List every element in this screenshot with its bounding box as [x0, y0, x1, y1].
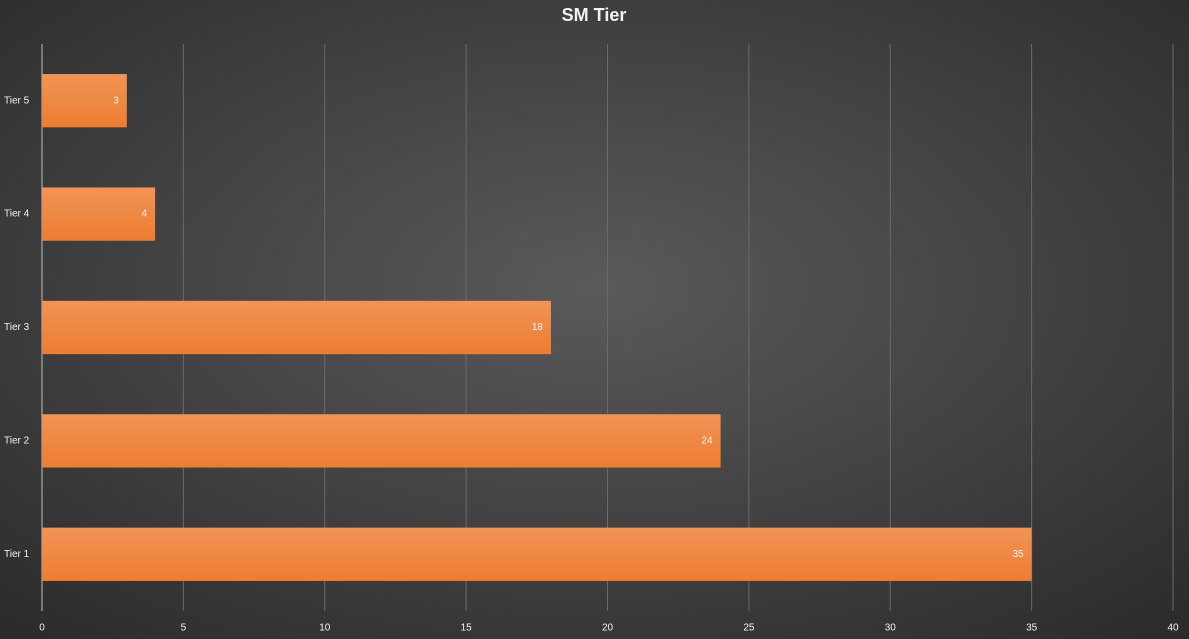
y-tick-label: Tier 2 — [4, 436, 30, 447]
x-tick-label: 35 — [1026, 623, 1038, 634]
bar-shine — [42, 187, 156, 241]
chart-title: SM Tier — [562, 5, 627, 25]
x-tick-label: 5 — [181, 623, 187, 634]
x-tick-label: 0 — [39, 623, 45, 634]
bar-shine — [42, 414, 721, 468]
y-tick-label: Tier 4 — [4, 209, 30, 220]
x-tick-label: 15 — [461, 623, 473, 634]
x-tick-label: 40 — [1167, 623, 1179, 634]
bar-shine — [42, 74, 127, 128]
y-tick-label: Tier 1 — [4, 549, 30, 560]
data-label: 3 — [113, 95, 119, 106]
data-label: 24 — [701, 436, 713, 447]
bar-shine — [42, 300, 551, 355]
x-tick-label: 25 — [743, 623, 755, 634]
x-tick-label: 20 — [602, 623, 614, 634]
x-tick-label: 10 — [319, 623, 331, 634]
bar-shine — [42, 527, 1032, 581]
y-tick-label: Tier 5 — [4, 95, 30, 106]
data-label: 18 — [532, 322, 544, 333]
y-tick-label: Tier 3 — [4, 322, 30, 333]
data-label: 4 — [142, 209, 148, 220]
data-label: 35 — [1013, 549, 1025, 560]
x-tick-label: 30 — [885, 623, 897, 634]
